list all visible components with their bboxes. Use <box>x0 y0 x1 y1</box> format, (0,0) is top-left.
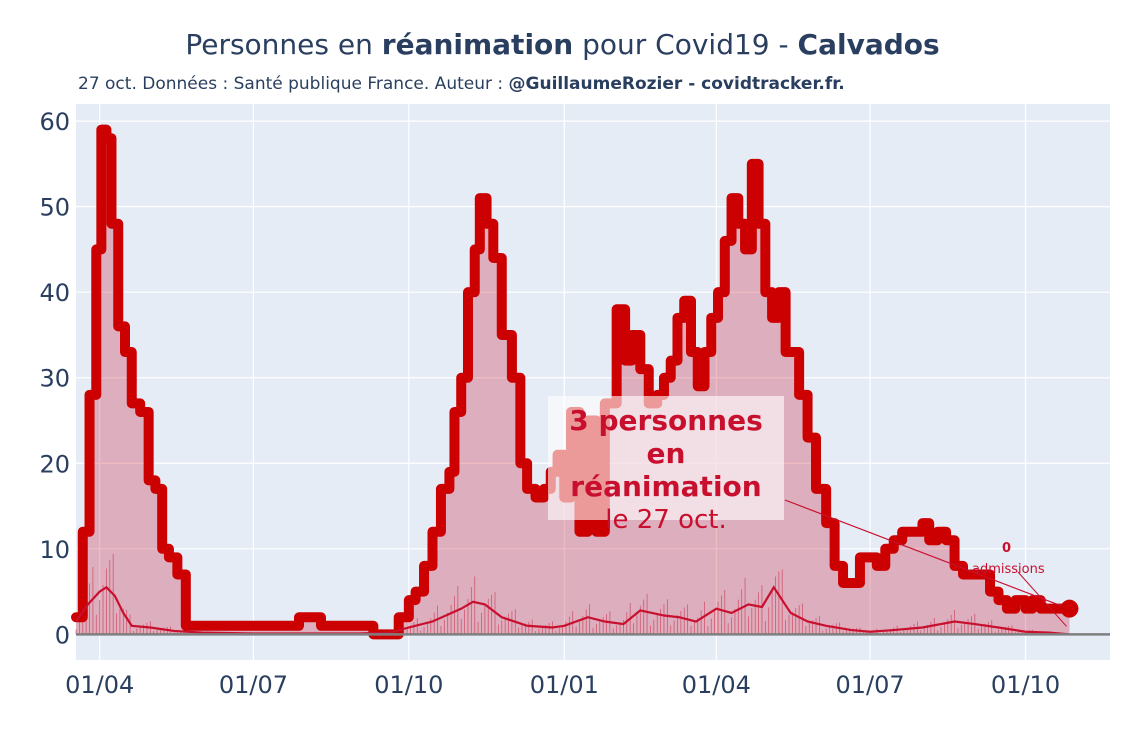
reanimation-area-fill <box>76 129 1070 635</box>
x-tick-label: 01/04 <box>682 671 751 699</box>
admissions-pointer <box>1017 571 1067 627</box>
y-tick-label: 30 <box>39 365 70 393</box>
annotation-count: 3 personnes <box>569 404 763 437</box>
x-tick-label: 01/07 <box>219 671 288 699</box>
y-tick-label: 10 <box>39 536 70 564</box>
plot-area <box>76 104 1110 660</box>
y-tick-label: 60 <box>39 108 70 136</box>
y-tick-label: 20 <box>39 450 70 478</box>
admissions-count: 0 <box>1002 541 1012 556</box>
annotation-box: 3 personnes en réanimation le 27 oct. <box>548 396 784 535</box>
annotation-date: le 27 oct. <box>605 505 727 535</box>
x-axis: 01/04 01/07 01/10 01/01 01/04 01/07 01/10 <box>65 671 1060 699</box>
chart-title: Personnes en réanimation pour Covid19 - … <box>185 28 940 61</box>
x-tick-label: 01/04 <box>65 671 134 699</box>
admissions-line <box>75 585 1070 636</box>
y-tick-label: 50 <box>39 194 70 222</box>
chart-subtitle: 27 oct. Données : Santé publique France.… <box>78 74 845 94</box>
y-tick-label: 0 <box>55 621 70 649</box>
x-tick-label: 01/10 <box>991 671 1060 699</box>
annotation-pointer <box>784 499 1064 608</box>
y-tick-label: 40 <box>39 279 70 307</box>
reanimation-line <box>71 124 1075 640</box>
y-axis: 0 10 20 30 40 50 60 <box>39 108 70 649</box>
last-value-marker <box>1060 599 1079 618</box>
admissions-label: admissions <box>972 562 1045 577</box>
x-tick-label: 01/10 <box>374 671 443 699</box>
annotation-label: en réanimation <box>570 437 762 503</box>
x-tick-label: 01/07 <box>835 671 904 699</box>
x-tick-label: 01/01 <box>530 671 599 699</box>
